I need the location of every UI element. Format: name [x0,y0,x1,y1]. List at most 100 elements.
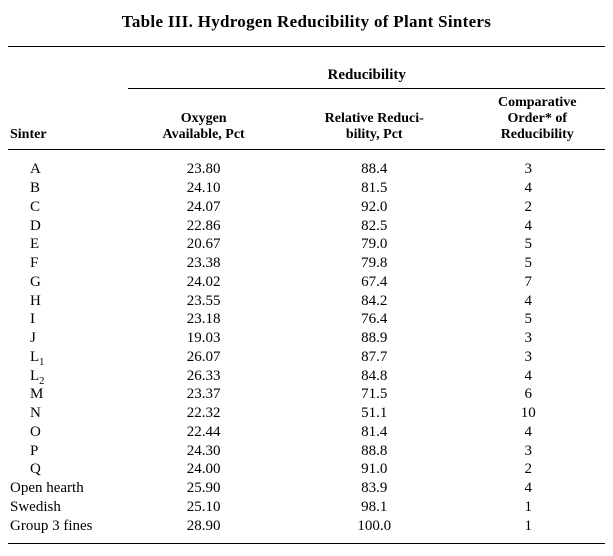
cell-oxygen: 23.80 [128,160,279,179]
table-row: G24.0267.47 [8,273,605,292]
table-row: L126.0787.73 [8,348,605,367]
table-row: H23.5584.24 [8,292,605,311]
table-title: Table III. Hydrogen Reducibility of Plan… [8,12,605,32]
cell-order: 5 [470,235,605,254]
cell-sinter: O [8,423,128,442]
cell-oxygen: 23.38 [128,254,279,273]
table-row: P24.3088.83 [8,442,605,461]
cell-relative: 81.5 [279,179,470,198]
cell-oxygen: 23.55 [128,292,279,311]
cell-order: 1 [470,498,605,517]
cell-sinter: D [8,217,128,236]
cell-oxygen: 24.07 [128,198,279,217]
cell-order: 1 [470,517,605,536]
table-row: I23.1876.45 [8,310,605,329]
cell-oxygen: 23.37 [128,385,279,404]
cell-oxygen: 25.10 [128,498,279,517]
cell-order: 3 [470,442,605,461]
cell-sinter: F [8,254,128,273]
table-row: C24.0792.02 [8,198,605,217]
table-row: Q24.0091.02 [8,460,605,479]
cell-order: 2 [470,198,605,217]
table-row: Open hearth25.9083.94 [8,479,605,498]
group-header: Reducibility [128,67,605,88]
data-table: Reducibility Sinter Oxygen Available, Pc… [8,49,605,535]
cell-oxygen: 20.67 [128,235,279,254]
col-header-order: Comparative Order* of Reducibility [470,89,605,149]
table-row: F23.3879.85 [8,254,605,273]
cell-relative: 82.5 [279,217,470,236]
cell-sinter: G [8,273,128,292]
cell-oxygen: 25.90 [128,479,279,498]
cell-sinter: Swedish [8,498,128,517]
cell-relative: 87.7 [279,348,470,367]
col-header-sinter: Sinter [8,89,128,149]
cell-order: 2 [470,460,605,479]
cell-oxygen: 24.00 [128,460,279,479]
cell-order: 4 [470,292,605,311]
cell-oxygen: 24.30 [128,442,279,461]
cell-relative: 91.0 [279,460,470,479]
cell-oxygen: 26.33 [128,367,279,386]
col-header-oxygen: Oxygen Available, Pct [128,89,279,149]
col-header-relative: Relative Reduci- bility, Pct [279,89,470,149]
cell-relative: 88.4 [279,160,470,179]
cell-order: 10 [470,404,605,423]
cell-relative: 88.9 [279,329,470,348]
cell-order: 3 [470,348,605,367]
cell-sinter: L1 [8,348,128,367]
cell-oxygen: 23.18 [128,310,279,329]
cell-order: 5 [470,310,605,329]
cell-order: 4 [470,179,605,198]
table-row: N22.3251.110 [8,404,605,423]
table-row: Swedish25.1098.11 [8,498,605,517]
table-row: O22.4481.44 [8,423,605,442]
cell-order: 7 [470,273,605,292]
cell-relative: 67.4 [279,273,470,292]
cell-sinter: Open hearth [8,479,128,498]
cell-order: 4 [470,423,605,442]
cell-sinter: N [8,404,128,423]
cell-relative: 92.0 [279,198,470,217]
cell-sinter: L2 [8,367,128,386]
cell-sinter: E [8,235,128,254]
cell-order: 5 [470,254,605,273]
cell-relative: 81.4 [279,423,470,442]
cell-sinter: M [8,385,128,404]
top-rule [8,46,605,47]
cell-oxygen: 24.02 [128,273,279,292]
cell-relative: 71.5 [279,385,470,404]
cell-sinter: Group 3 fines [8,517,128,536]
table-row: J19.0388.93 [8,329,605,348]
table-row: E20.6779.05 [8,235,605,254]
cell-order: 3 [470,329,605,348]
cell-relative: 84.2 [279,292,470,311]
cell-sinter: Q [8,460,128,479]
bottom-rule [8,543,605,544]
table-row: M23.3771.56 [8,385,605,404]
cell-oxygen: 22.32 [128,404,279,423]
cell-relative: 84.8 [279,367,470,386]
table-row: A23.8088.43 [8,160,605,179]
cell-sinter: I [8,310,128,329]
cell-sinter: J [8,329,128,348]
cell-relative: 79.8 [279,254,470,273]
cell-order: 4 [470,479,605,498]
cell-order: 4 [470,217,605,236]
cell-relative: 51.1 [279,404,470,423]
cell-oxygen: 28.90 [128,517,279,536]
cell-oxygen: 24.10 [128,179,279,198]
cell-oxygen: 22.44 [128,423,279,442]
cell-oxygen: 19.03 [128,329,279,348]
cell-sinter: P [8,442,128,461]
cell-relative: 98.1 [279,498,470,517]
cell-sinter: B [8,179,128,198]
cell-relative: 100.0 [279,517,470,536]
cell-relative: 83.9 [279,479,470,498]
cell-relative: 79.0 [279,235,470,254]
cell-sinter: H [8,292,128,311]
cell-sinter: C [8,198,128,217]
table-row: B24.1081.54 [8,179,605,198]
table-row: D22.8682.54 [8,217,605,236]
cell-order: 6 [470,385,605,404]
